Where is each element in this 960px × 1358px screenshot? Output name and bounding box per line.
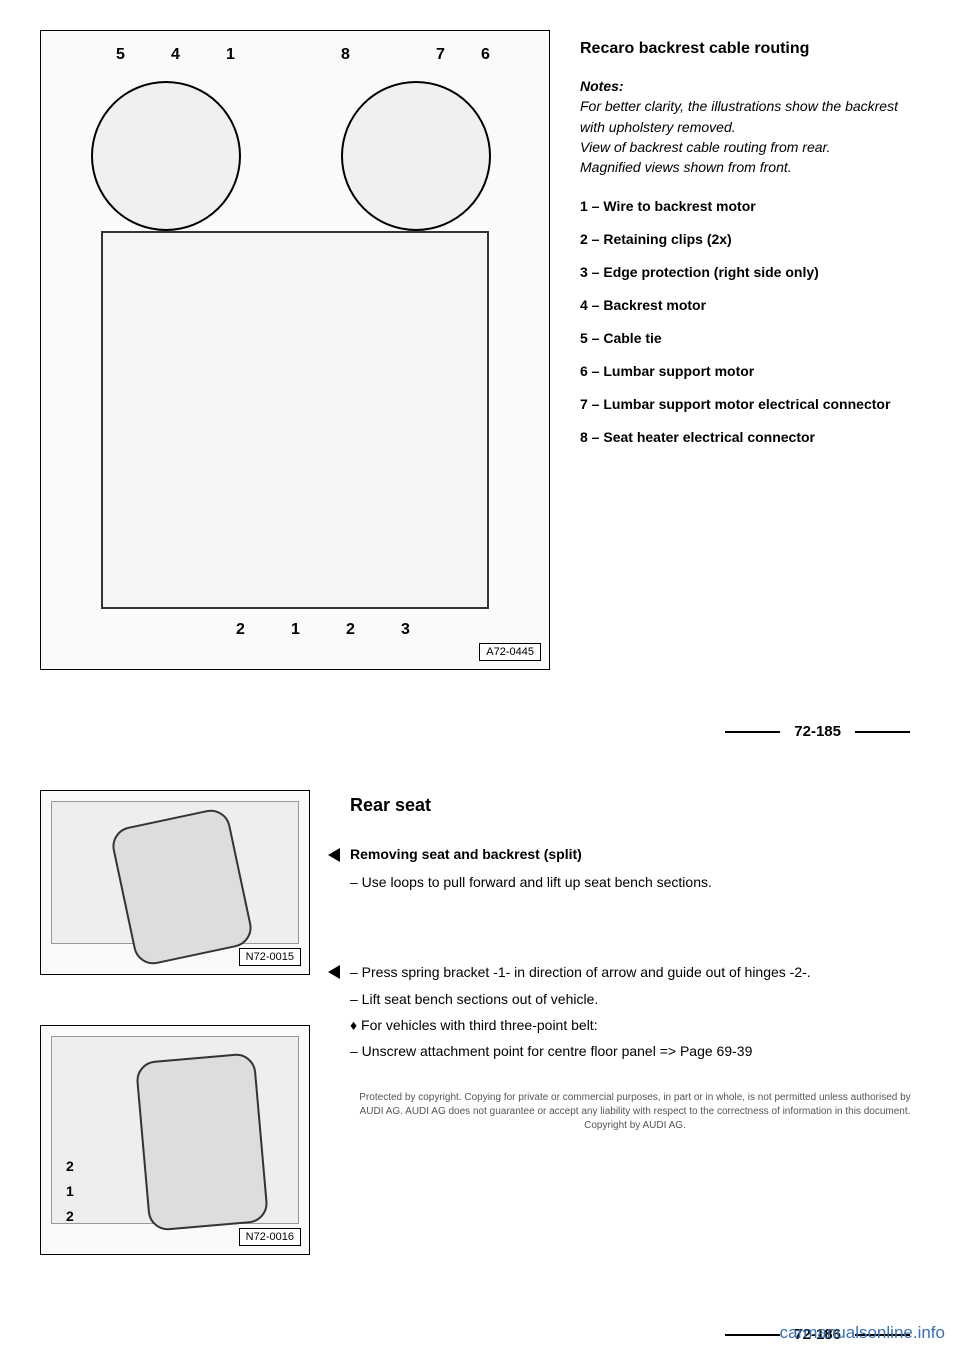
- notes-line: For better clarity, the illustrations sh…: [580, 98, 898, 134]
- sub-heading-text: Removing seat and backrest (split): [350, 846, 582, 862]
- sub-block-heading: Removing seat and backrest (split): [350, 846, 920, 862]
- sub-block-2: – Press spring bracket -1- in direction …: [350, 962, 920, 1133]
- diagram-label: 1: [291, 621, 300, 639]
- parts-list-item: 4 – Backrest motor: [580, 296, 920, 315]
- notes-block: Notes: For better clarity, the illustrat…: [580, 76, 920, 177]
- seat-shape: [135, 1052, 269, 1232]
- diagram-body: [101, 231, 489, 609]
- page-line: [725, 1334, 780, 1336]
- diagram-label: 6: [481, 46, 490, 64]
- step-line: – Use loops to pull forward and lift up …: [350, 872, 920, 892]
- parts-list: 1 – Wire to backrest motor 2 – Retaining…: [580, 197, 920, 446]
- diagram-reference: N72-0015: [239, 948, 301, 966]
- seat-shape: [109, 806, 255, 968]
- diagram-sketch: [51, 801, 299, 944]
- step-line: – Press spring bracket -1- in direction …: [350, 962, 920, 982]
- parts-list-item: 3 – Edge protection (right side only): [580, 263, 920, 282]
- notes-label: Notes:: [580, 78, 624, 94]
- watermark-text: carmanualsonline.info: [780, 1323, 945, 1343]
- section2-layout: N72-0015 2 1 2 N72-0016 Rear seat Remo: [40, 790, 920, 1255]
- text-column-1: Recaro backrest cable routing Notes: For…: [580, 30, 920, 730]
- page-line: [855, 731, 910, 733]
- section2-left-column: N72-0015 2 1 2 N72-0016: [40, 790, 310, 1255]
- notes-line: Magnified views shown from front.: [580, 159, 792, 175]
- diagram-reference: N72-0016: [239, 1228, 301, 1246]
- page-section-1: 5 4 1 8 7 6 2 1 2 3 A72-0445 Recaro back…: [0, 0, 960, 760]
- section-heading: Recaro backrest cable routing: [580, 40, 920, 58]
- parts-list-item: 8 – Seat heater electrical connector: [580, 428, 920, 447]
- diagram-label: 1: [226, 46, 235, 64]
- detail-circle-left: [91, 81, 241, 231]
- triangle-left-icon: [328, 965, 340, 984]
- diagram-callout: 2: [66, 1158, 74, 1174]
- main-diagram: 5 4 1 8 7 6 2 1 2 3 A72-0445: [40, 30, 550, 670]
- diagram-reference: A72-0445: [479, 643, 541, 661]
- diagram-callout: 2: [66, 1208, 74, 1224]
- subsection-heading: Rear seat: [350, 795, 920, 816]
- diagram-label: 4: [171, 46, 180, 64]
- diagram-label: 3: [401, 621, 410, 639]
- diagram-label: 8: [341, 46, 350, 64]
- diagram-callout: 1: [66, 1183, 74, 1199]
- parts-list-item: 2 – Retaining clips (2x): [580, 230, 920, 249]
- copyright-text: Protected by copyright. Copying for priv…: [350, 1091, 920, 1133]
- step-line: – Unscrew attachment point for centre fl…: [350, 1041, 920, 1061]
- small-diagram-2: 2 1 2 N72-0016: [40, 1025, 310, 1255]
- sub-block-1: Removing seat and backrest (split) – Use…: [350, 846, 920, 892]
- small-diagram-1: N72-0015: [40, 790, 310, 975]
- diagram-label: 2: [346, 621, 355, 639]
- diagram-label: 2: [236, 621, 245, 639]
- detail-circle-right: [341, 81, 491, 231]
- section2-right-column: Rear seat Removing seat and backrest (sp…: [350, 790, 920, 1255]
- diagram-sketch: [51, 1036, 299, 1224]
- parts-list-item: 6 – Lumbar support motor: [580, 362, 920, 381]
- notes-line: View of backrest cable routing from rear…: [580, 139, 831, 155]
- page-line: [725, 731, 780, 733]
- diagram-label: 7: [436, 46, 445, 64]
- page-section-2: N72-0015 2 1 2 N72-0016 Rear seat Remo: [0, 760, 960, 1358]
- parts-list-item: 7 – Lumbar support motor electrical conn…: [580, 395, 920, 414]
- triangle-left-icon: [328, 848, 340, 865]
- page-number: 72-185: [794, 723, 841, 740]
- step-line: – Lift seat bench sections out of vehicl…: [350, 989, 920, 1009]
- page-number-row: 72-185: [725, 723, 910, 740]
- parts-list-item: 1 – Wire to backrest motor: [580, 197, 920, 216]
- parts-list-item: 5 – Cable tie: [580, 329, 920, 348]
- diamond-line: ♦ For vehicles with third three-point be…: [350, 1015, 920, 1035]
- diagram-label: 5: [116, 46, 125, 64]
